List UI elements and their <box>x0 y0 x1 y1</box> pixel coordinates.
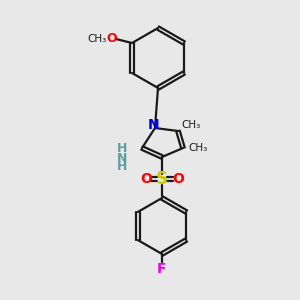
Text: O: O <box>140 172 152 186</box>
Text: F: F <box>157 262 167 276</box>
Text: N: N <box>148 118 160 132</box>
Text: CH₃: CH₃ <box>182 120 201 130</box>
Text: N: N <box>117 152 127 164</box>
Text: S: S <box>156 170 168 188</box>
Text: O: O <box>107 32 117 46</box>
Text: CH₃: CH₃ <box>87 34 106 44</box>
Text: H: H <box>117 160 127 173</box>
Text: H: H <box>117 142 127 155</box>
Text: CH₃: CH₃ <box>188 143 208 153</box>
Text: O: O <box>172 172 184 186</box>
